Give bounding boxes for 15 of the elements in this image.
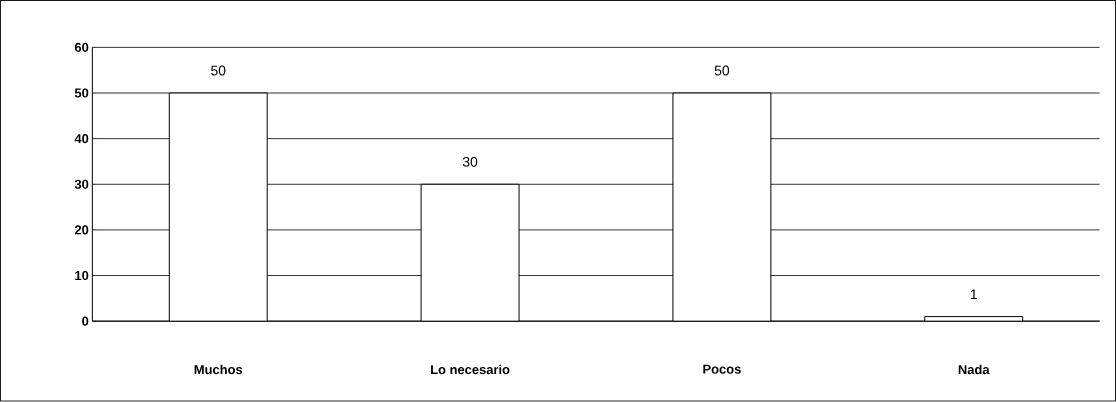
y-tick-label: 50 xyxy=(74,88,89,98)
y-tick-label: 40 xyxy=(74,134,89,144)
x-tick-label: Muchos xyxy=(194,364,243,375)
y-tick-label: 10 xyxy=(75,271,89,281)
x-tick-label: Pocos xyxy=(703,364,741,374)
x-tick-label: Nada xyxy=(958,364,990,375)
y-tick-label: 30 xyxy=(74,179,89,190)
y-tick-label: 0 xyxy=(82,316,89,326)
y-tick-label: 60 xyxy=(74,43,89,53)
x-tick-label: Lo necesario xyxy=(431,364,510,375)
data-label: 50 xyxy=(714,65,730,76)
data-label: 1 xyxy=(970,289,977,300)
data-label: 30 xyxy=(462,157,478,167)
data-label: 50 xyxy=(211,65,226,76)
y-tick-label: 20 xyxy=(74,225,89,235)
